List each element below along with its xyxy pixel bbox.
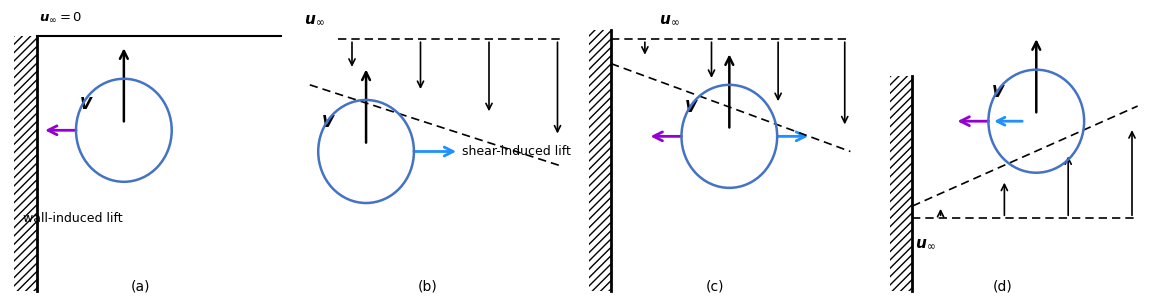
Text: $\boldsymbol{u}_\infty$: $\boldsymbol{u}_\infty$ xyxy=(916,236,936,251)
Bar xyxy=(889,76,912,291)
Text: $\boldsymbol{V}$: $\boldsymbol{V}$ xyxy=(992,84,1007,100)
Text: (a): (a) xyxy=(131,280,151,294)
Bar xyxy=(588,30,611,291)
Text: $\boldsymbol{u}_\infty$: $\boldsymbol{u}_\infty$ xyxy=(660,12,679,27)
Text: wall-induced lift: wall-induced lift xyxy=(23,212,122,225)
Text: $\boldsymbol{u}_\infty = 0$: $\boldsymbol{u}_\infty = 0$ xyxy=(39,11,83,24)
Text: $\boldsymbol{u}_\infty$: $\boldsymbol{u}_\infty$ xyxy=(304,12,325,27)
Text: $\boldsymbol{V}$: $\boldsymbol{V}$ xyxy=(321,114,336,130)
Text: shear-induced lift: shear-induced lift xyxy=(462,145,571,158)
Text: (d): (d) xyxy=(993,280,1012,294)
Bar xyxy=(14,36,37,291)
Text: $\boldsymbol{V}$: $\boldsymbol{V}$ xyxy=(79,96,93,112)
Text: (b): (b) xyxy=(418,280,438,294)
Text: (c): (c) xyxy=(705,280,725,294)
Text: $\boldsymbol{V}$: $\boldsymbol{V}$ xyxy=(685,99,699,115)
